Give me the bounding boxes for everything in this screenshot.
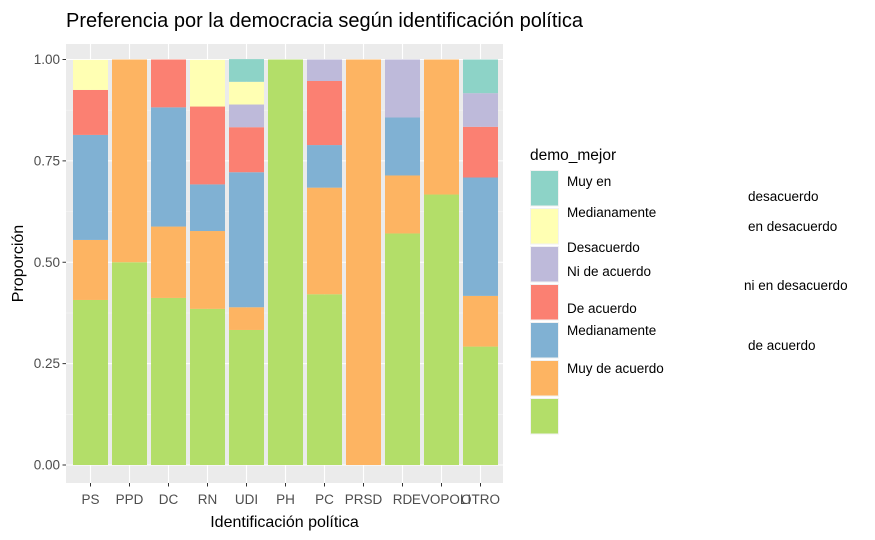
bar-segment	[268, 59, 303, 465]
bar-segment	[229, 329, 264, 465]
bar-segment	[385, 117, 420, 176]
x-tick-label: PH	[276, 492, 295, 507]
legend-label: Ni de acuerdo	[567, 264, 651, 279]
bar-segment	[151, 297, 186, 465]
y-tick-label: 0.25	[34, 356, 60, 371]
x-tick-label: RD	[393, 492, 413, 507]
legend-swatch	[531, 209, 558, 244]
legend-swatch	[531, 323, 558, 358]
bar-segment	[307, 80, 342, 146]
x-tick-label: RN	[198, 492, 218, 507]
bar-segment	[151, 59, 186, 108]
bar-segment	[307, 59, 342, 81]
bar-segment	[73, 239, 108, 300]
x-tick-label: PRSD	[345, 492, 383, 507]
legend-label-continuation: ni en desacuerdo	[744, 278, 848, 293]
legend-label: Desacuerdo	[567, 240, 640, 255]
bar-segment	[151, 226, 186, 298]
bar-segment	[229, 127, 264, 173]
legend-swatch	[531, 171, 558, 206]
bar-segment	[151, 107, 186, 227]
bar-segment	[307, 145, 342, 188]
legend-label: Medianamente	[567, 205, 656, 220]
x-tick-label: EVOPOLI	[412, 492, 471, 507]
bar-segment	[229, 81, 264, 105]
bar-segment	[190, 59, 225, 107]
bar-segment	[463, 126, 498, 178]
y-axis-title: Proporción	[10, 225, 27, 302]
bar-segment	[463, 177, 498, 296]
bar-segment	[463, 59, 498, 94]
legend-label-continuation: en desacuerdo	[748, 219, 837, 234]
bar-segment	[424, 59, 459, 195]
bar-segment	[190, 308, 225, 465]
y-tick-label: 0.75	[34, 153, 60, 168]
bar-segment	[73, 59, 108, 90]
y-tick-label: 0.00	[34, 458, 60, 473]
bar-segment	[307, 294, 342, 465]
legend-label: Muy en	[567, 174, 611, 189]
x-tick-label: DC	[159, 492, 179, 507]
legend-label: Muy de acuerdo	[567, 361, 664, 376]
bar-segment	[229, 104, 264, 128]
legend-swatch	[531, 361, 558, 396]
legend-label: Medianamente	[567, 323, 656, 338]
x-axis-title: Identificación política	[210, 514, 359, 531]
legend-label-continuation: desacuerdo	[748, 189, 819, 204]
x-tick-label: OTRO	[461, 492, 500, 507]
x-tick-label: UDI	[235, 492, 258, 507]
bar-segment	[73, 134, 108, 240]
chart-title: Preferencia por la democracia según iden…	[66, 10, 584, 32]
x-tick-label: PC	[315, 492, 334, 507]
bars-layer	[73, 59, 498, 465]
y-axis: 0.00 0.25 0.50 0.75 1.00	[34, 52, 66, 473]
bar-segment	[385, 175, 420, 234]
y-tick-label: 1.00	[34, 52, 60, 67]
bar-segment	[307, 187, 342, 295]
legend-title: demo_mejor	[530, 147, 616, 164]
legend: demo_mejor Muy en desacuerdo Medianamente e…	[530, 147, 848, 435]
bar-segment	[190, 184, 225, 232]
bar-segment	[424, 194, 459, 465]
bar-segment	[190, 106, 225, 185]
legend-swatch	[531, 247, 558, 282]
x-tick-label: PPD	[116, 492, 144, 507]
bar-segment	[229, 172, 264, 308]
legend-label: De acuerdo	[567, 301, 637, 316]
y-tick-label: 0.50	[34, 255, 60, 270]
bar-segment	[346, 59, 381, 465]
bar-segment	[463, 295, 498, 347]
legend-label-continuation: de acuerdo	[748, 338, 816, 353]
bar-segment	[385, 233, 420, 465]
legend-swatch	[531, 399, 558, 434]
bar-segment	[463, 346, 498, 465]
bar-segment	[112, 262, 147, 465]
bar-segment	[463, 93, 498, 127]
bar-segment	[229, 59, 264, 82]
bar-segment	[73, 299, 108, 465]
bar-segment	[385, 59, 420, 118]
bar-segment	[112, 59, 147, 263]
bar-segment	[190, 231, 225, 309]
x-tick-label: PS	[81, 492, 99, 507]
bar-segment	[73, 89, 108, 135]
legend-swatch	[531, 285, 558, 320]
bar-segment	[229, 307, 264, 330]
